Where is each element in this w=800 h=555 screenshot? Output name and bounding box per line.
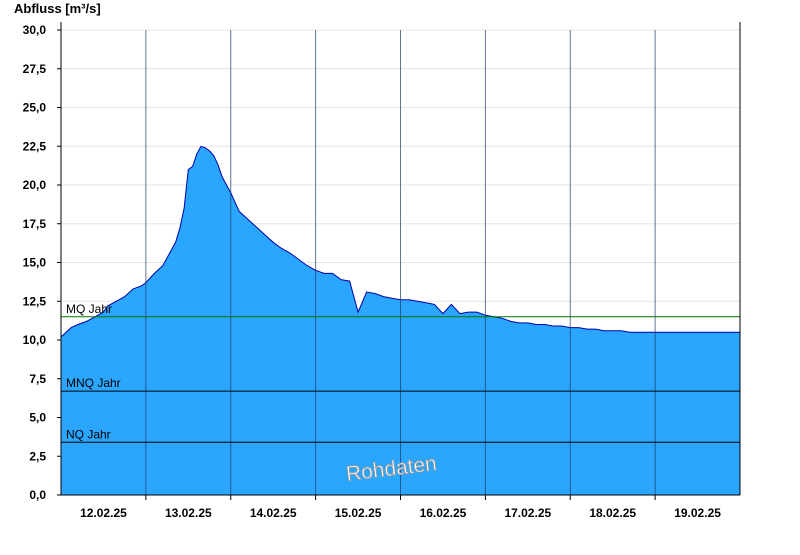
x-tick-label: 14.02.25	[250, 506, 297, 520]
x-tick-label: 19.02.25	[674, 506, 721, 520]
reference-lines: MQ Jahr MNQ Jahr NQ Jahr	[61, 302, 740, 443]
y-tick-label: 2,5	[29, 449, 46, 463]
y-tick-label: 12,5	[23, 294, 47, 308]
x-tick-label: 13.02.25	[165, 506, 212, 520]
x-tick-label: 12.02.25	[80, 506, 127, 520]
y-tick-label: 27,5	[23, 62, 47, 76]
y-axis-title: Abfluss [m³/s]	[14, 1, 101, 16]
y-tick-label: 25,0	[23, 101, 47, 115]
y-tick-label: 30,0	[23, 23, 47, 37]
y-tick-label: 22,5	[23, 139, 47, 153]
axes	[57, 22, 741, 500]
axis-labels: 0,0 2,5 5,0 7,5 10,0 12,5 15,0 17,5 20,0 22,5 25,0…	[23, 23, 722, 520]
x-tick-label: 18.02.25	[589, 506, 636, 520]
y-tick-label: 0,0	[29, 488, 46, 502]
reference-line-label: MNQ Jahr	[66, 376, 121, 390]
series-line	[60, 145, 740, 338]
reference-line-label: NQ Jahr	[66, 427, 111, 441]
y-tick-label: 5,0	[29, 411, 46, 425]
reference-line-label: MQ Jahr	[66, 302, 112, 316]
y-tick-label: 15,0	[23, 256, 47, 270]
watermark-label: Rohdaten	[345, 452, 438, 486]
x-tick-label: 15.02.25	[335, 506, 382, 520]
day-separators	[145, 30, 656, 495]
x-tick-label: 16.02.25	[420, 506, 467, 520]
y-tick-label: 20,0	[23, 178, 47, 192]
y-tick-label: 10,0	[23, 333, 47, 347]
y-tick-label: 17,5	[23, 217, 47, 231]
x-tick-label: 17.02.25	[504, 506, 551, 520]
y-tick-label: 7,5	[29, 372, 46, 386]
